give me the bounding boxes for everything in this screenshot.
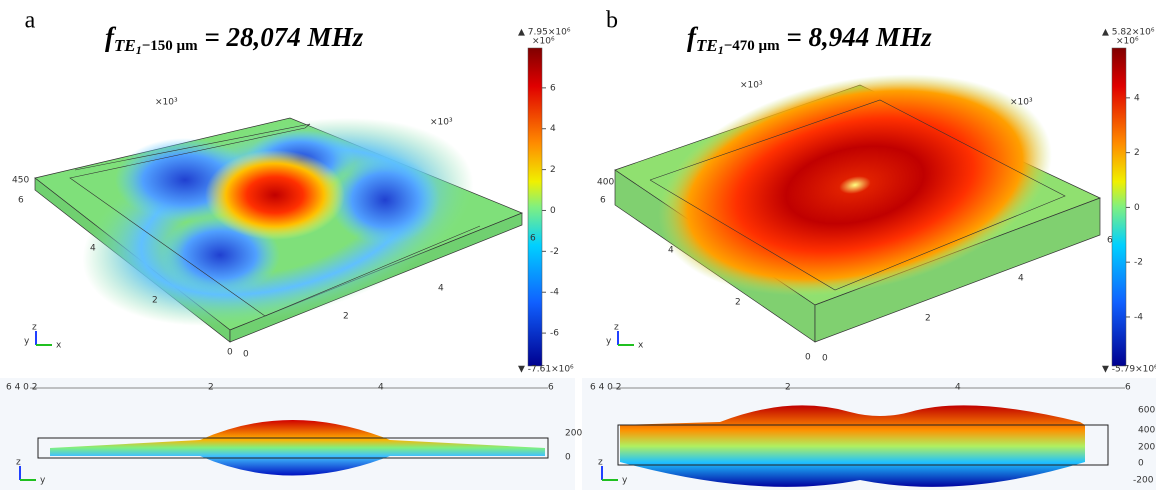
axis-label: 6 xyxy=(1125,383,1131,393)
title-part: = 28,074 MHz xyxy=(198,22,364,52)
colorbar-tick-label: 6 xyxy=(550,83,556,93)
axis-label: 0 xyxy=(565,453,571,463)
colorbar-tick-label: 2 xyxy=(1134,148,1140,158)
axis-label: 6 xyxy=(548,383,554,393)
side-field xyxy=(50,420,545,476)
colorbar-tick-label: -4 xyxy=(1134,312,1143,322)
side-box xyxy=(37,437,549,459)
triad-label: x xyxy=(56,341,62,351)
colorbar-tick-label: -2 xyxy=(1134,258,1143,268)
edge-lines xyxy=(649,99,1066,291)
axis-label: 4 xyxy=(90,244,96,254)
axis-label: 6 xyxy=(600,196,606,206)
axis-label: 6 4 0 2 xyxy=(6,383,38,393)
axis-label: 4 xyxy=(955,383,961,393)
axis-label: 450 xyxy=(12,176,29,186)
axis-label: 400 xyxy=(597,178,614,188)
axis-label: 2 xyxy=(343,312,349,322)
colorbar-unit: ×10⁶ xyxy=(1116,37,1139,47)
axis-label: 2 xyxy=(925,314,931,324)
panel-label: a xyxy=(25,8,36,34)
axis-label: 0 xyxy=(822,354,828,364)
axis-label: ×10³ xyxy=(1010,98,1033,108)
colorbar-min: ▼ -7.61×10⁶ xyxy=(518,365,574,375)
axis-label: 400 xyxy=(1138,426,1155,436)
triad-label: x xyxy=(638,341,644,351)
title-part: 1 xyxy=(718,43,724,57)
axis-label: 4 xyxy=(1018,274,1024,284)
axis-label: 6 xyxy=(18,196,24,206)
axis-label: ×10³ xyxy=(430,118,453,128)
side-box xyxy=(617,424,1109,466)
colorbar-unit: ×10⁶ xyxy=(532,37,555,47)
axis-label: 6 xyxy=(530,234,536,244)
field-pattern xyxy=(658,74,1052,296)
title-part: TE xyxy=(114,36,136,55)
axis-label: 4 xyxy=(378,383,384,393)
title-part: TE xyxy=(696,36,718,55)
colorbar-tick-label: 4 xyxy=(1134,93,1140,103)
edge-lines xyxy=(69,123,481,317)
title-part: −150 µm xyxy=(142,38,198,54)
axis-label: 2 xyxy=(735,298,741,308)
axis-label: 4 xyxy=(438,284,444,294)
colorbar-max: ▲ 7.95×10⁶ xyxy=(518,28,571,38)
colorbar-tick-label: -4 xyxy=(550,288,559,298)
panel-title: fTE1−150 µm = 28,074 MHz xyxy=(105,22,364,57)
triad-label: z xyxy=(598,458,603,468)
colorbar-tick-label: 0 xyxy=(1134,203,1140,213)
axis-label: 2 xyxy=(208,383,214,393)
triad-label: z xyxy=(614,323,619,333)
field-pattern xyxy=(82,117,474,327)
colorbar-tick-label: -2 xyxy=(550,247,559,257)
axis-label: 6 4 0 2 xyxy=(590,383,622,393)
axis-label: 600 xyxy=(1138,406,1155,416)
axis-label: ×10³ xyxy=(740,81,763,91)
triad-label: y xyxy=(40,476,46,486)
title-part: 1 xyxy=(136,43,142,57)
axis-label: 0 xyxy=(243,350,249,360)
triad-label: z xyxy=(32,323,37,333)
colorbar xyxy=(527,47,543,367)
axis-label: 2 xyxy=(152,296,158,306)
panel-label-box xyxy=(582,0,644,44)
plate-side xyxy=(814,197,1101,343)
axis-label: 0 xyxy=(805,353,811,363)
axis-label: 2 xyxy=(785,383,791,393)
triad-label: z xyxy=(16,458,21,468)
triad-label: y xyxy=(622,476,628,486)
title-part: −470 µm xyxy=(724,38,780,54)
axis-label: 0 xyxy=(227,348,233,358)
axis-label: 6 xyxy=(1107,236,1113,246)
colorbar-max: ▲ 5.82×10⁶ xyxy=(1102,28,1155,38)
triad-label: y xyxy=(24,337,30,347)
axis-label: ×10³ xyxy=(155,98,178,108)
panel-label: b xyxy=(606,8,618,34)
panel-label-box xyxy=(0,0,62,44)
axis-label: 200 xyxy=(1138,443,1155,453)
colorbar-tick-label: -6 xyxy=(550,329,559,339)
colorbar-min: ▼ -5.79×10⁶ xyxy=(1102,365,1156,375)
panel-title: fTE1−470 µm = 8,944 MHz xyxy=(687,22,932,57)
colorbar-tick-label: 0 xyxy=(550,206,556,216)
axis-label: 0 xyxy=(1138,459,1144,469)
axis-label: -200 xyxy=(1133,476,1154,486)
title-part: = 8,944 MHz xyxy=(780,22,932,52)
colorbar-tick-label: 2 xyxy=(550,165,556,175)
triad-label: y xyxy=(606,337,612,347)
colorbar-tick-label: 4 xyxy=(550,124,556,134)
axis-label: 4 xyxy=(668,246,674,256)
side-field xyxy=(620,405,1085,487)
axis-label: 200 xyxy=(565,429,582,439)
colorbar xyxy=(1111,47,1127,367)
